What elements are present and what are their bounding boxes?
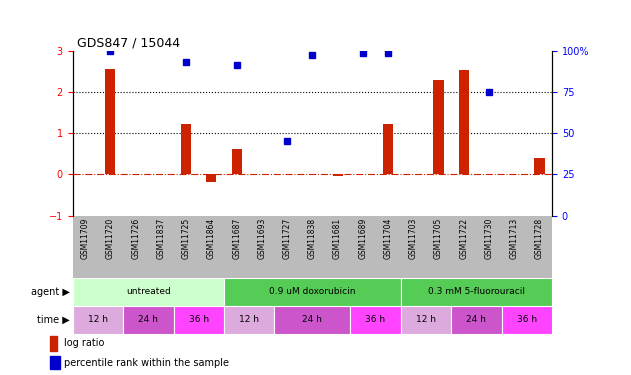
Bar — [502, 306, 552, 334]
Bar — [224, 306, 274, 334]
Bar — [73, 278, 224, 306]
Text: GSM11725: GSM11725 — [182, 217, 191, 259]
Bar — [224, 278, 401, 306]
Text: 0.3 mM 5-fluorouracil: 0.3 mM 5-fluorouracil — [428, 287, 525, 296]
Bar — [451, 306, 502, 334]
Text: GSM11720: GSM11720 — [106, 217, 115, 259]
Bar — [401, 278, 552, 306]
Text: GSM11703: GSM11703 — [409, 217, 418, 259]
Text: GDS847 / 15044: GDS847 / 15044 — [78, 36, 180, 50]
Text: GSM11838: GSM11838 — [308, 217, 317, 259]
Text: agent ▶: agent ▶ — [30, 286, 69, 297]
Text: GSM11687: GSM11687 — [232, 217, 241, 259]
Text: GSM11693: GSM11693 — [257, 217, 266, 259]
Bar — [50, 356, 59, 369]
Bar — [350, 306, 401, 334]
Text: log ratio: log ratio — [64, 339, 104, 348]
Text: 36 h: 36 h — [517, 315, 537, 324]
Bar — [174, 306, 224, 334]
Text: GSM11727: GSM11727 — [283, 217, 292, 259]
Text: GSM11681: GSM11681 — [333, 217, 342, 259]
Text: GSM11689: GSM11689 — [358, 217, 367, 259]
Text: GSM11864: GSM11864 — [207, 217, 216, 259]
Bar — [105, 69, 115, 174]
Bar — [459, 70, 469, 174]
Text: 36 h: 36 h — [365, 315, 386, 324]
Text: GSM11728: GSM11728 — [535, 217, 544, 259]
Text: 24 h: 24 h — [466, 315, 487, 324]
Bar — [181, 124, 191, 174]
Text: GSM11713: GSM11713 — [510, 217, 519, 259]
Text: 24 h: 24 h — [138, 315, 158, 324]
Bar — [50, 336, 57, 351]
Text: 0.9 uM doxorubicin: 0.9 uM doxorubicin — [269, 287, 356, 296]
Text: 12 h: 12 h — [88, 315, 108, 324]
Text: GSM11705: GSM11705 — [434, 217, 443, 259]
Text: 24 h: 24 h — [302, 315, 322, 324]
Bar — [73, 306, 123, 334]
Text: GSM11726: GSM11726 — [131, 217, 140, 259]
Text: GSM11704: GSM11704 — [384, 217, 392, 259]
Text: 12 h: 12 h — [416, 315, 436, 324]
Bar — [401, 306, 451, 334]
Text: 12 h: 12 h — [239, 315, 259, 324]
Bar — [433, 80, 444, 174]
Text: 36 h: 36 h — [189, 315, 209, 324]
Text: untreated: untreated — [126, 287, 170, 296]
Bar — [383, 124, 393, 174]
Text: GSM11730: GSM11730 — [485, 217, 493, 259]
Text: GSM11837: GSM11837 — [156, 217, 165, 259]
Text: percentile rank within the sample: percentile rank within the sample — [64, 358, 228, 368]
Bar — [206, 174, 216, 182]
Bar — [274, 306, 350, 334]
Bar — [232, 149, 242, 174]
Bar — [534, 158, 545, 174]
Text: GSM11709: GSM11709 — [81, 217, 90, 259]
Text: time ▶: time ▶ — [37, 315, 69, 325]
Bar — [333, 174, 343, 176]
Text: GSM11722: GSM11722 — [459, 217, 468, 259]
Bar — [123, 306, 174, 334]
